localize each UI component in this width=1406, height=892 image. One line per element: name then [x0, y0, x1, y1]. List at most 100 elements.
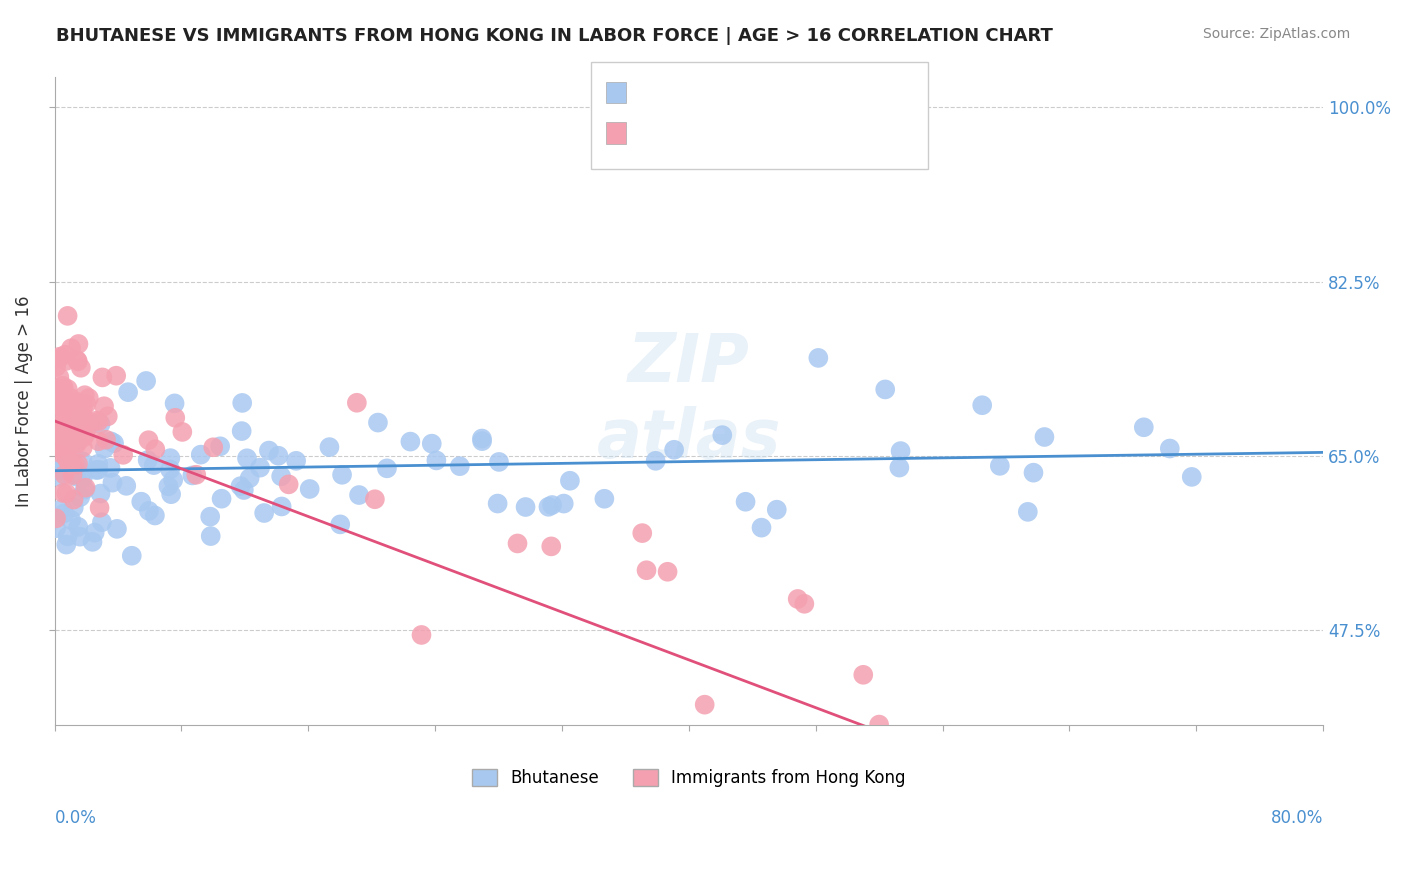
- Point: [77, 391, 100, 405]
- Point: [190, 448, 212, 462]
- Point: [364, 492, 387, 507]
- Point: [67, 337, 90, 351]
- Point: [51, 501, 73, 516]
- Point: [163, 396, 186, 410]
- Point: [89, 500, 111, 515]
- Point: [506, 536, 529, 550]
- Point: [48, 370, 70, 384]
- Point: [277, 477, 299, 491]
- Point: [83, 525, 105, 540]
- Point: [52, 444, 75, 458]
- Point: [45, 359, 67, 374]
- Point: [868, 717, 890, 731]
- Point: [51, 446, 73, 460]
- Point: [65, 469, 87, 483]
- Point: [55, 442, 77, 456]
- Point: [59, 457, 82, 471]
- Point: [53, 394, 76, 409]
- Point: [72, 471, 94, 485]
- Point: [553, 497, 575, 511]
- Y-axis label: In Labor Force | Age > 16: In Labor Force | Age > 16: [15, 295, 32, 507]
- Point: [70, 466, 93, 480]
- Point: [75, 427, 97, 442]
- Point: [73, 388, 96, 402]
- Point: [285, 454, 308, 468]
- Point: [87, 415, 110, 429]
- Text: BHUTANESE VS IMMIGRANTS FROM HONG KONG IN LABOR FORCE | AGE > 16 CORRELATION CHA: BHUTANESE VS IMMIGRANTS FROM HONG KONG I…: [56, 27, 1053, 45]
- Point: [160, 487, 183, 501]
- Point: [162, 473, 184, 487]
- Point: [270, 500, 292, 514]
- Point: [69, 411, 91, 425]
- Point: [82, 534, 104, 549]
- Point: [115, 479, 138, 493]
- Point: [346, 396, 368, 410]
- Point: [59, 406, 82, 420]
- Point: [202, 440, 225, 454]
- Text: Source: ZipAtlas.com: Source: ZipAtlas.com: [1202, 27, 1350, 41]
- Point: [253, 506, 276, 520]
- Point: [72, 454, 94, 468]
- Legend: Bhutanese, Immigrants from Hong Kong: Bhutanese, Immigrants from Hong Kong: [465, 763, 912, 794]
- Point: [488, 455, 510, 469]
- Point: [45, 391, 67, 405]
- Point: [56, 452, 79, 467]
- Point: [84, 414, 107, 428]
- Point: [73, 483, 96, 497]
- Point: [70, 415, 93, 429]
- Point: [231, 424, 253, 438]
- Point: [471, 434, 494, 449]
- Point: [211, 491, 233, 506]
- Point: [249, 460, 271, 475]
- Point: [52, 433, 75, 447]
- Point: [117, 385, 139, 400]
- Point: [541, 498, 564, 512]
- Point: [97, 409, 120, 424]
- Point: [62, 492, 84, 507]
- Point: [631, 526, 654, 541]
- Point: [103, 436, 125, 450]
- Point: [60, 341, 83, 355]
- Point: [56, 442, 79, 457]
- Point: [693, 698, 716, 712]
- Point: [45, 521, 67, 535]
- Point: [875, 383, 897, 397]
- Point: [87, 457, 110, 471]
- Point: [56, 453, 79, 467]
- Point: [75, 397, 97, 411]
- Point: [136, 453, 159, 467]
- Point: [62, 426, 84, 441]
- Point: [90, 417, 112, 431]
- Point: [636, 563, 658, 577]
- Point: [93, 442, 115, 456]
- Point: [329, 517, 352, 532]
- Point: [229, 479, 252, 493]
- Point: [77, 418, 100, 433]
- Point: [67, 520, 90, 534]
- Point: [48, 398, 70, 412]
- Point: [66, 353, 89, 368]
- Text: 0.115: 0.115: [682, 87, 730, 101]
- Point: [786, 591, 808, 606]
- Point: [51, 426, 73, 441]
- Point: [53, 467, 76, 482]
- Point: [52, 427, 75, 442]
- Text: 112: 112: [752, 87, 785, 101]
- Point: [165, 410, 187, 425]
- Point: [318, 440, 340, 454]
- Point: [91, 370, 114, 384]
- Point: [540, 540, 562, 554]
- Point: [100, 461, 122, 475]
- Point: [46, 424, 69, 438]
- Point: [48, 351, 70, 366]
- Point: [60, 395, 83, 409]
- Point: [807, 351, 830, 365]
- Point: [105, 522, 128, 536]
- Point: [62, 467, 84, 481]
- Point: [157, 479, 180, 493]
- Point: [257, 443, 280, 458]
- Point: [486, 497, 509, 511]
- Point: [90, 486, 112, 500]
- Point: [90, 515, 112, 529]
- Point: [52, 399, 75, 413]
